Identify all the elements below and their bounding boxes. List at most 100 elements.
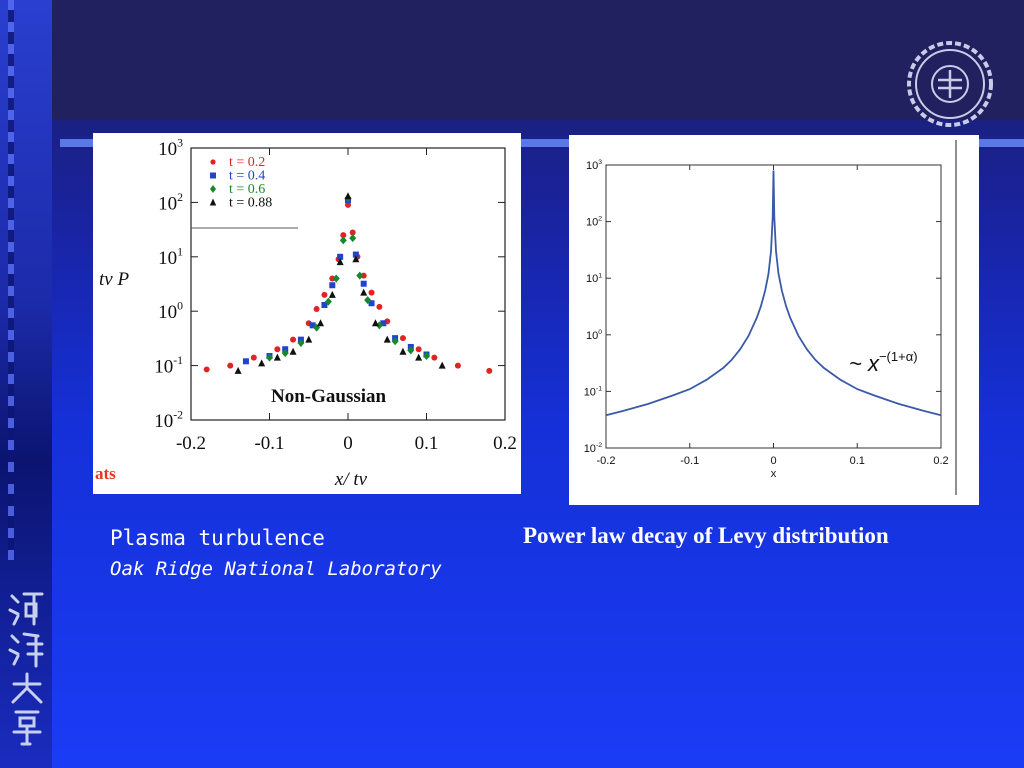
data-point xyxy=(345,201,351,208)
title-band xyxy=(0,0,1024,120)
line-chart-panel: 103 102 101 100 10-1 10-2 -0.2 -0.1 0 0.1 0.2 x ~ x−… xyxy=(569,135,979,505)
x-tick-label: -0.2 xyxy=(597,455,616,467)
data-point xyxy=(371,319,379,327)
y-tick-label: 102 xyxy=(158,191,183,215)
y-tick-label: 10-1 xyxy=(584,385,603,398)
x-axis-label: x/ tν xyxy=(334,469,368,490)
data-point xyxy=(281,349,289,358)
data-point xyxy=(321,302,328,309)
data-point xyxy=(356,271,364,280)
x-tick-label: 0 xyxy=(770,455,776,467)
data-point xyxy=(290,336,297,343)
data-point xyxy=(340,232,347,239)
cut-off-text: ats xyxy=(95,464,116,483)
y-tick-label: 103 xyxy=(586,159,602,172)
data-point xyxy=(274,346,281,353)
scatter-chart: 103 102 101 100 10-1 10-2-0.2 -0.1 0 0.1 0.2 tν P x… xyxy=(95,136,517,490)
sidebar-decoration xyxy=(0,0,52,768)
data-point xyxy=(399,335,406,342)
data-point xyxy=(349,229,356,236)
x-tick-label: 0.2 xyxy=(933,455,948,467)
data-point xyxy=(486,367,493,374)
y-tick-label: 102 xyxy=(586,216,602,229)
line-chart: 103 102 101 100 10-1 10-2-0.2 -0.1 0 0.1 0.2 x ~ x−… xyxy=(584,140,957,495)
data-point xyxy=(360,272,367,279)
data-point xyxy=(337,253,344,260)
data-point xyxy=(364,296,372,305)
data-point xyxy=(289,347,297,355)
data-point xyxy=(352,255,360,263)
data-point xyxy=(203,366,210,373)
data-point xyxy=(407,346,415,355)
data-point xyxy=(317,319,325,327)
data-point xyxy=(415,353,423,361)
legend-marker xyxy=(210,172,216,179)
y-tick-label: 100 xyxy=(158,300,183,324)
legend-label: t = 0.88 xyxy=(229,196,272,211)
non-gaussian-annotation: Non-Gaussian xyxy=(271,386,387,407)
legend-label: t = 0.6 xyxy=(229,182,265,197)
data-point xyxy=(305,335,313,343)
x-tick-label: 0 xyxy=(343,433,353,454)
data-point xyxy=(438,361,446,369)
y-tick-label: 10-2 xyxy=(154,408,183,432)
y-tick-label: 101 xyxy=(586,272,602,285)
data-point xyxy=(380,320,387,327)
x-axis-label: x xyxy=(771,468,777,480)
x-tick-label: 0.1 xyxy=(850,455,865,467)
legend-marker xyxy=(209,198,217,206)
data-point xyxy=(321,291,328,298)
data-point xyxy=(360,288,368,296)
legend-label: t = 0.4 xyxy=(229,169,265,184)
data-point xyxy=(336,258,344,266)
data-point xyxy=(242,358,249,365)
data-point xyxy=(297,339,305,348)
data-point xyxy=(234,366,242,374)
x-tick-label: -0.2 xyxy=(176,433,206,454)
data-point xyxy=(349,234,357,243)
data-point xyxy=(352,251,359,258)
data-point xyxy=(332,274,340,283)
legend-marker xyxy=(210,185,216,193)
data-point xyxy=(423,352,430,361)
y-tick-label: 103 xyxy=(158,136,183,160)
x-tick-label: -0.1 xyxy=(680,455,699,467)
data-point xyxy=(258,359,266,367)
data-point xyxy=(415,346,422,353)
data-point xyxy=(324,297,332,306)
data-point xyxy=(368,300,375,307)
data-point xyxy=(250,354,257,361)
sidebar-strip xyxy=(8,0,14,560)
header-divider xyxy=(60,139,1024,147)
y-tick-label: 100 xyxy=(586,329,602,342)
university-seal-icon xyxy=(907,41,993,127)
y-tick-label: 10-2 xyxy=(584,442,603,455)
data-point xyxy=(454,362,461,369)
data-point xyxy=(227,362,234,369)
y-tick-label: 10-1 xyxy=(154,354,183,378)
legend-marker xyxy=(210,159,216,165)
y-tick-label: 101 xyxy=(158,245,183,269)
x-tick-label: -0.1 xyxy=(254,433,284,454)
scatter-chart-panel: 103 102 101 100 10-1 10-2 -0.2 -0.1 0 0.1 0.2 tν P x… xyxy=(93,133,521,494)
data-point xyxy=(328,290,336,298)
x-tick-label: 0.1 xyxy=(415,433,439,454)
data-point xyxy=(368,289,375,296)
data-point xyxy=(383,335,391,343)
caption-levy: Power law decay of Levy distribution xyxy=(523,523,889,548)
calligraphy-icon xyxy=(8,592,44,746)
data-point xyxy=(313,305,320,312)
data-point xyxy=(399,347,407,355)
data-point xyxy=(309,322,316,329)
levy-curve xyxy=(605,170,942,417)
data-point xyxy=(375,321,383,330)
data-point xyxy=(329,275,336,282)
caption-plasma-turbulence: Plasma turbulence xyxy=(110,526,325,550)
data-point xyxy=(344,192,352,200)
data-point xyxy=(376,303,383,310)
data-point xyxy=(431,354,438,361)
y-axis-label: tν P xyxy=(99,269,129,290)
power-law-annotation: ~ x−(1+α) xyxy=(849,349,918,376)
data-point xyxy=(339,236,347,245)
x-tick-label: 0.2 xyxy=(493,433,517,454)
